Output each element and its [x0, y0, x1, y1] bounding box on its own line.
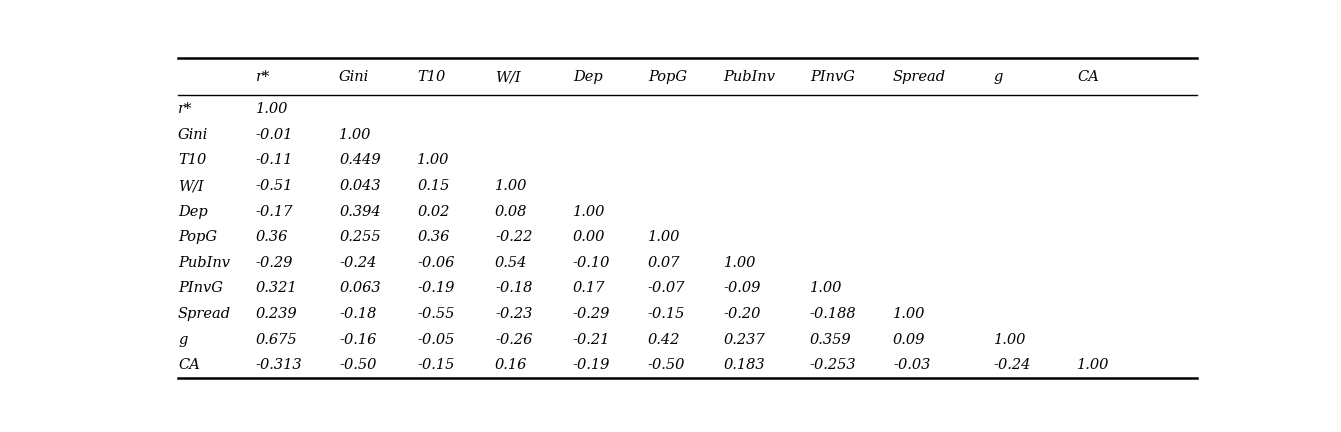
Text: 1.00: 1.00	[724, 256, 756, 270]
Text: Gini: Gini	[339, 70, 369, 84]
Text: -0.03: -0.03	[893, 358, 931, 372]
Text: 0.449: 0.449	[339, 153, 381, 167]
Text: -0.51: -0.51	[256, 179, 294, 193]
Text: 0.255: 0.255	[339, 230, 381, 244]
Text: 0.54: 0.54	[495, 256, 527, 270]
Text: -0.01: -0.01	[256, 128, 294, 142]
Text: g: g	[994, 70, 1003, 84]
Text: -0.24: -0.24	[339, 256, 377, 270]
Text: -0.24: -0.24	[994, 358, 1031, 372]
Text: 0.183: 0.183	[724, 358, 766, 372]
Text: PubInv: PubInv	[178, 256, 231, 270]
Text: -0.29: -0.29	[573, 307, 610, 321]
Text: 1.00: 1.00	[648, 230, 680, 244]
Text: 1.00: 1.00	[256, 102, 288, 116]
Text: CA: CA	[1077, 70, 1098, 84]
Text: -0.23: -0.23	[495, 307, 532, 321]
Text: -0.20: -0.20	[724, 307, 760, 321]
Text: 0.394: 0.394	[339, 205, 381, 219]
Text: Gini: Gini	[178, 128, 208, 142]
Text: 1.00: 1.00	[573, 205, 605, 219]
Text: -0.19: -0.19	[573, 358, 610, 372]
Text: -0.50: -0.50	[339, 358, 377, 372]
Text: PubInv: PubInv	[724, 70, 775, 84]
Text: -0.21: -0.21	[573, 333, 610, 347]
Text: 0.239: 0.239	[256, 307, 298, 321]
Text: 1.00: 1.00	[339, 128, 371, 142]
Text: g: g	[178, 333, 188, 347]
Text: 0.675: 0.675	[256, 333, 298, 347]
Text: 0.09: 0.09	[893, 333, 925, 347]
Text: -0.15: -0.15	[648, 307, 685, 321]
Text: -0.17: -0.17	[256, 205, 294, 219]
Text: 0.36: 0.36	[417, 230, 449, 244]
Text: CA: CA	[178, 358, 200, 372]
Text: 1.00: 1.00	[495, 179, 527, 193]
Text: 0.36: 0.36	[256, 230, 288, 244]
Text: 1.00: 1.00	[994, 333, 1026, 347]
Text: Dep: Dep	[178, 205, 208, 219]
Text: Spread: Spread	[178, 307, 231, 321]
Text: 0.359: 0.359	[810, 333, 852, 347]
Text: 1.00: 1.00	[893, 307, 925, 321]
Text: 0.15: 0.15	[417, 179, 449, 193]
Text: -0.26: -0.26	[495, 333, 532, 347]
Text: T10: T10	[178, 153, 207, 167]
Text: r*: r*	[256, 70, 271, 84]
Text: 1.00: 1.00	[417, 153, 449, 167]
Text: -0.55: -0.55	[417, 307, 455, 321]
Text: PInvG: PInvG	[178, 282, 223, 295]
Text: -0.29: -0.29	[256, 256, 294, 270]
Text: -0.06: -0.06	[417, 256, 455, 270]
Text: PopG: PopG	[648, 70, 687, 84]
Text: -0.18: -0.18	[495, 282, 532, 295]
Text: W/I: W/I	[495, 70, 520, 84]
Text: -0.188: -0.188	[810, 307, 857, 321]
Text: 0.321: 0.321	[256, 282, 298, 295]
Text: 1.00: 1.00	[810, 282, 842, 295]
Text: 0.07: 0.07	[648, 256, 680, 270]
Text: -0.18: -0.18	[339, 307, 377, 321]
Text: 0.063: 0.063	[339, 282, 381, 295]
Text: PopG: PopG	[178, 230, 217, 244]
Text: -0.16: -0.16	[339, 333, 377, 347]
Text: -0.07: -0.07	[648, 282, 685, 295]
Text: 0.08: 0.08	[495, 205, 527, 219]
Text: -0.10: -0.10	[573, 256, 610, 270]
Text: Spread: Spread	[893, 70, 947, 84]
Text: 0.00: 0.00	[573, 230, 605, 244]
Text: -0.19: -0.19	[417, 282, 455, 295]
Text: 0.42: 0.42	[648, 333, 680, 347]
Text: 0.02: 0.02	[417, 205, 449, 219]
Text: PInvG: PInvG	[810, 70, 854, 84]
Text: -0.15: -0.15	[417, 358, 455, 372]
Text: -0.11: -0.11	[256, 153, 294, 167]
Text: 0.237: 0.237	[724, 333, 766, 347]
Text: -0.253: -0.253	[810, 358, 857, 372]
Text: 1.00: 1.00	[1077, 358, 1109, 372]
Text: -0.22: -0.22	[495, 230, 532, 244]
Text: T10: T10	[417, 70, 445, 84]
Text: -0.05: -0.05	[417, 333, 455, 347]
Text: -0.09: -0.09	[724, 282, 760, 295]
Text: -0.313: -0.313	[256, 358, 303, 372]
Text: 0.16: 0.16	[495, 358, 527, 372]
Text: Dep: Dep	[573, 70, 602, 84]
Text: 0.17: 0.17	[573, 282, 605, 295]
Text: r*: r*	[178, 102, 192, 116]
Text: -0.50: -0.50	[648, 358, 685, 372]
Text: 0.043: 0.043	[339, 179, 381, 193]
Text: W/I: W/I	[178, 179, 204, 193]
